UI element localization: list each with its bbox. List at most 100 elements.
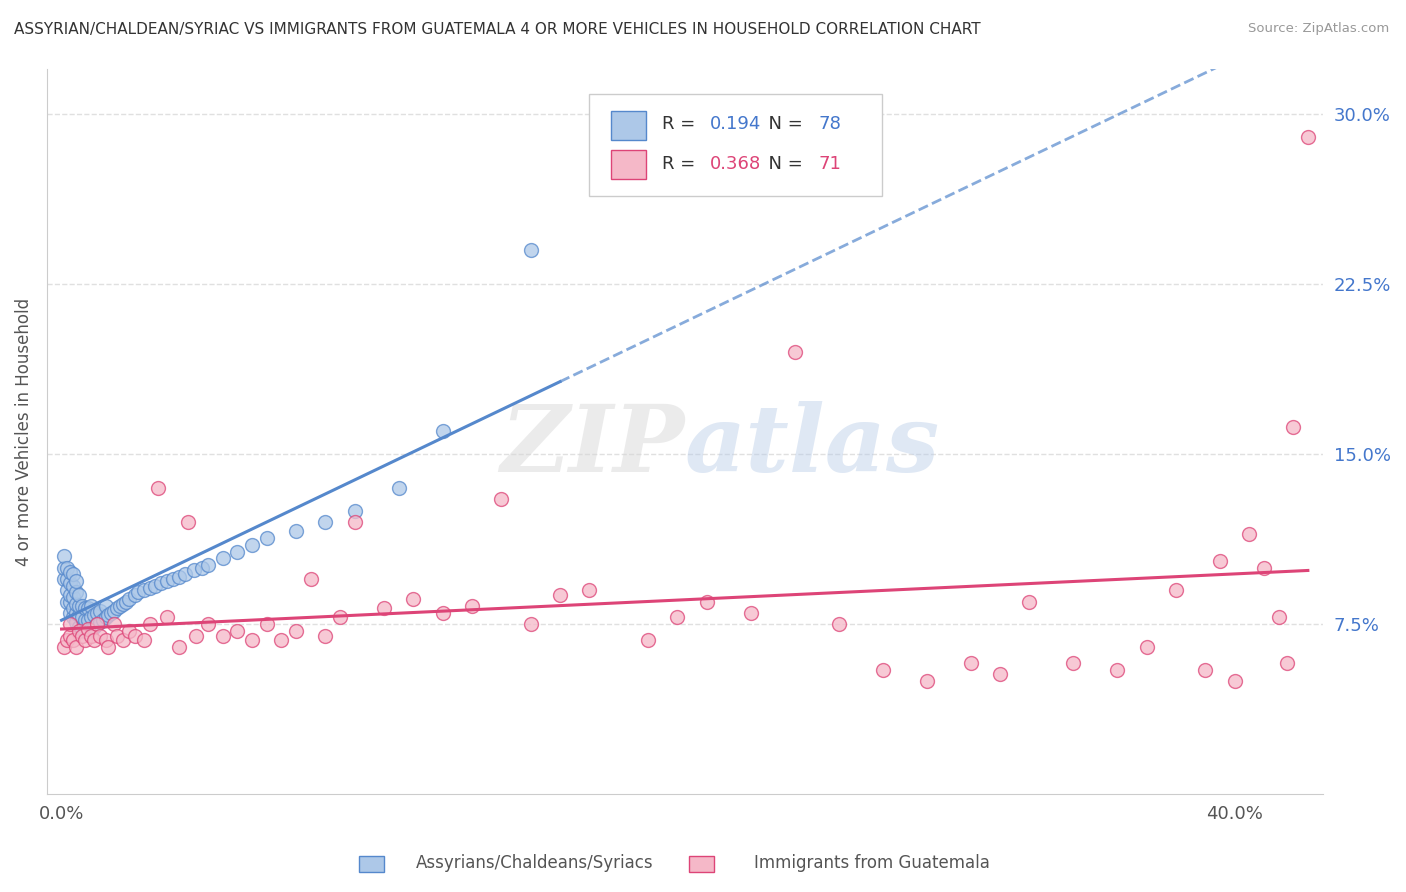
Point bbox=[86, 617, 108, 632]
Point bbox=[1223, 673, 1246, 688]
Point bbox=[240, 538, 263, 552]
Text: ASSYRIAN/CHALDEAN/SYRIAC VS IMMIGRANTS FROM GUATEMALA 4 OR MORE VEHICLES IN HOUS: ASSYRIAN/CHALDEAN/SYRIAC VS IMMIGRANTS F… bbox=[14, 22, 981, 37]
Point bbox=[65, 615, 87, 629]
Point bbox=[94, 599, 117, 613]
Point bbox=[80, 622, 103, 636]
Point bbox=[103, 604, 125, 618]
Point bbox=[118, 624, 141, 638]
Point bbox=[1194, 663, 1216, 677]
Point bbox=[77, 624, 100, 638]
Point bbox=[959, 656, 981, 670]
Point bbox=[1267, 610, 1289, 624]
Point bbox=[97, 608, 120, 623]
Bar bbox=[610, 111, 647, 140]
Point bbox=[56, 583, 79, 598]
Point bbox=[67, 624, 90, 638]
Point bbox=[578, 583, 600, 598]
Point bbox=[53, 640, 76, 654]
Bar bbox=[689, 856, 714, 872]
Point bbox=[59, 606, 82, 620]
Point bbox=[70, 629, 93, 643]
Point bbox=[1253, 560, 1275, 574]
Point bbox=[1164, 583, 1187, 598]
Point bbox=[89, 604, 111, 618]
Point bbox=[373, 601, 395, 615]
Text: Immigrants from Guatemala: Immigrants from Guatemala bbox=[754, 855, 990, 872]
Point bbox=[197, 558, 219, 573]
Point bbox=[89, 615, 111, 629]
Point bbox=[105, 601, 128, 615]
Point bbox=[97, 640, 120, 654]
Point bbox=[80, 629, 103, 643]
Point bbox=[112, 597, 135, 611]
Point bbox=[226, 544, 249, 558]
Point bbox=[62, 567, 84, 582]
Point bbox=[226, 624, 249, 638]
Text: N =: N = bbox=[758, 155, 808, 173]
Point bbox=[62, 590, 84, 604]
Point bbox=[59, 588, 82, 602]
Point bbox=[59, 617, 82, 632]
Text: R =: R = bbox=[662, 155, 700, 173]
Point bbox=[94, 633, 117, 648]
Bar bbox=[359, 856, 384, 872]
Point bbox=[211, 551, 233, 566]
Point bbox=[67, 619, 90, 633]
Point bbox=[191, 560, 214, 574]
Text: R =: R = bbox=[662, 115, 700, 133]
Point bbox=[77, 613, 100, 627]
Point bbox=[388, 481, 411, 495]
Point bbox=[270, 633, 292, 648]
Point bbox=[59, 594, 82, 608]
Point bbox=[83, 633, 105, 648]
Point bbox=[65, 574, 87, 589]
Point bbox=[115, 594, 138, 608]
Point bbox=[519, 243, 541, 257]
Point bbox=[783, 345, 806, 359]
Text: Source: ZipAtlas.com: Source: ZipAtlas.com bbox=[1249, 22, 1389, 36]
Point bbox=[73, 613, 96, 627]
Point bbox=[145, 579, 167, 593]
Point bbox=[329, 610, 352, 624]
Point bbox=[118, 592, 141, 607]
Point bbox=[56, 633, 79, 648]
Point bbox=[62, 610, 84, 624]
Point bbox=[1237, 526, 1260, 541]
Point bbox=[91, 613, 114, 627]
Text: ZIP: ZIP bbox=[501, 401, 685, 491]
Point bbox=[70, 622, 93, 636]
Point bbox=[1209, 554, 1232, 568]
Point bbox=[59, 565, 82, 579]
Point bbox=[432, 425, 454, 439]
Point bbox=[86, 617, 108, 632]
FancyBboxPatch shape bbox=[589, 94, 883, 195]
Point bbox=[343, 515, 366, 529]
Point bbox=[285, 524, 308, 539]
Point bbox=[1277, 656, 1299, 670]
Point bbox=[1296, 129, 1319, 144]
Point bbox=[124, 588, 146, 602]
Point bbox=[186, 629, 208, 643]
Point bbox=[86, 606, 108, 620]
Text: 78: 78 bbox=[818, 115, 842, 133]
Point bbox=[915, 673, 938, 688]
Point bbox=[314, 629, 336, 643]
Y-axis label: 4 or more Vehicles in Household: 4 or more Vehicles in Household bbox=[15, 297, 32, 566]
Point bbox=[637, 633, 659, 648]
Text: atlas: atlas bbox=[685, 401, 941, 491]
Point bbox=[519, 617, 541, 632]
Point bbox=[211, 629, 233, 643]
Point bbox=[156, 574, 179, 589]
Point bbox=[491, 492, 513, 507]
Point bbox=[80, 610, 103, 624]
Point bbox=[70, 599, 93, 613]
Point bbox=[65, 585, 87, 599]
Point bbox=[1062, 656, 1084, 670]
Point bbox=[89, 629, 111, 643]
Point bbox=[256, 617, 278, 632]
Point bbox=[150, 576, 173, 591]
Point bbox=[1107, 663, 1129, 677]
Point bbox=[53, 549, 76, 564]
Point bbox=[59, 629, 82, 643]
Point bbox=[240, 633, 263, 648]
